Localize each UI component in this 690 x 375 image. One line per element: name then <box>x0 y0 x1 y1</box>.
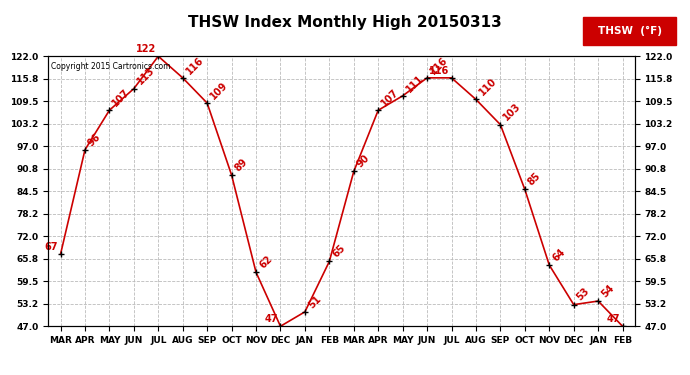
Text: 89: 89 <box>233 156 250 173</box>
Text: THSW  (°F): THSW (°F) <box>598 26 662 36</box>
Text: 53: 53 <box>575 286 591 303</box>
Text: 47: 47 <box>264 315 278 324</box>
Text: 122: 122 <box>135 45 156 54</box>
Text: 51: 51 <box>306 293 323 310</box>
Text: 96: 96 <box>86 131 103 148</box>
Text: 85: 85 <box>526 171 543 188</box>
Text: 103: 103 <box>502 102 523 123</box>
Text: 107: 107 <box>380 87 401 108</box>
Text: 116: 116 <box>184 55 206 76</box>
Text: 67: 67 <box>45 243 58 252</box>
Text: 62: 62 <box>257 254 274 270</box>
Text: 111: 111 <box>404 73 425 94</box>
Text: 116: 116 <box>428 66 449 76</box>
Text: 54: 54 <box>600 283 616 299</box>
Text: 113: 113 <box>135 66 157 87</box>
Text: 90: 90 <box>355 153 372 170</box>
Text: 47: 47 <box>607 315 620 324</box>
Text: 116: 116 <box>428 55 450 76</box>
Text: 109: 109 <box>208 80 230 101</box>
Text: 64: 64 <box>551 247 567 263</box>
Text: Copyright 2015 Cartronics.com: Copyright 2015 Cartronics.com <box>51 62 170 70</box>
Text: 65: 65 <box>331 243 347 260</box>
Text: 110: 110 <box>477 76 499 98</box>
Text: 107: 107 <box>110 87 132 108</box>
Text: THSW Index Monthly High 20150313: THSW Index Monthly High 20150313 <box>188 15 502 30</box>
